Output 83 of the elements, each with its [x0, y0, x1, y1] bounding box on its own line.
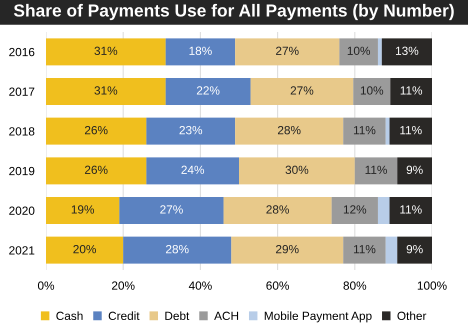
bar: [123, 236, 232, 264]
data-label: 27%: [290, 86, 314, 95]
bar: [378, 197, 390, 224]
data-label: 26%: [84, 166, 108, 174]
y-tick-label: 2016: [9, 48, 34, 56]
legend-label: Cash: [56, 311, 83, 320]
data-label: 19%: [72, 205, 94, 214]
bar: [46, 118, 146, 145]
legend-label: Mobile Payment App: [264, 311, 372, 322]
data-label: 11%: [400, 205, 422, 214]
bar: [386, 236, 398, 264]
bar: [46, 236, 124, 264]
bar: [46, 78, 166, 105]
bar: [239, 157, 355, 184]
data-label: 10%: [348, 46, 370, 55]
data-label: 28%: [266, 205, 289, 214]
y-tick-label: 2021: [9, 246, 34, 255]
bar: [46, 38, 166, 66]
bar: [231, 236, 344, 264]
bar: [382, 38, 432, 66]
bar: [166, 38, 236, 66]
data-label: 29%: [276, 244, 299, 254]
bar: [146, 118, 236, 145]
bar: [250, 78, 354, 105]
x-tick-label: 0%: [38, 281, 54, 290]
bar: [146, 157, 239, 184]
legend-label: Other: [397, 311, 426, 320]
bar: [397, 157, 432, 184]
bar: [378, 38, 382, 66]
legend-label: ACH: [214, 312, 238, 320]
data-label: 10%: [360, 86, 384, 95]
bar: [332, 197, 378, 224]
data-label: 11%: [400, 86, 422, 95]
bar: [119, 197, 224, 224]
legend-label: Debt: [165, 311, 190, 320]
bar: [386, 118, 390, 145]
data-label: 22%: [196, 86, 220, 95]
bar: [354, 157, 398, 184]
data-label: 11%: [366, 166, 387, 174]
bar: [353, 78, 390, 105]
data-label: 27%: [276, 46, 299, 55]
bar: [235, 118, 344, 145]
x-tick-label: 40%: [188, 281, 212, 290]
data-label: 11%: [400, 126, 422, 134]
data-label: 13%: [396, 46, 418, 55]
chart-title: Share of Payments Use for All Payments (by Number): [14, 4, 454, 20]
data-label: 30%: [286, 166, 308, 174]
data-label: 31%: [94, 86, 118, 95]
data-label: 31%: [94, 46, 118, 55]
data-label: 28%: [278, 126, 301, 134]
x-tick-label: 20%: [112, 281, 135, 290]
bar: [397, 236, 432, 264]
bar: [343, 118, 386, 145]
bar: [224, 197, 332, 224]
y-tick-label: 2020: [9, 206, 34, 215]
bar: [339, 38, 378, 66]
data-label: 9%: [406, 244, 423, 254]
bar: [46, 197, 120, 224]
data-label: 26%: [84, 126, 108, 134]
y-tick-label: 2017: [9, 88, 34, 96]
bar: [343, 236, 386, 264]
data-label: 27%: [160, 205, 183, 214]
data-label: 11%: [354, 245, 376, 254]
bar: [390, 78, 432, 105]
bar: [46, 157, 146, 184]
bar: [390, 118, 432, 145]
data-label: 9%: [406, 166, 423, 174]
data-label: 18%: [189, 46, 212, 55]
bar: [235, 38, 340, 66]
data-label: 24%: [181, 166, 204, 174]
y-tick-label: 2018: [9, 127, 34, 136]
x-tick-label: 80%: [344, 281, 366, 290]
bar: [166, 78, 251, 105]
legend-label: Credit: [108, 311, 140, 320]
x-tick-label: 100%: [418, 281, 447, 290]
data-label: 11%: [354, 126, 376, 134]
x-tick-label: 60%: [266, 281, 289, 290]
bar: [390, 197, 432, 224]
data-label: 12%: [344, 205, 366, 214]
data-label: 28%: [166, 244, 189, 254]
data-label: 23%: [180, 126, 202, 134]
y-tick-label: 2019: [9, 166, 34, 176]
data-label: 20%: [73, 244, 96, 254]
